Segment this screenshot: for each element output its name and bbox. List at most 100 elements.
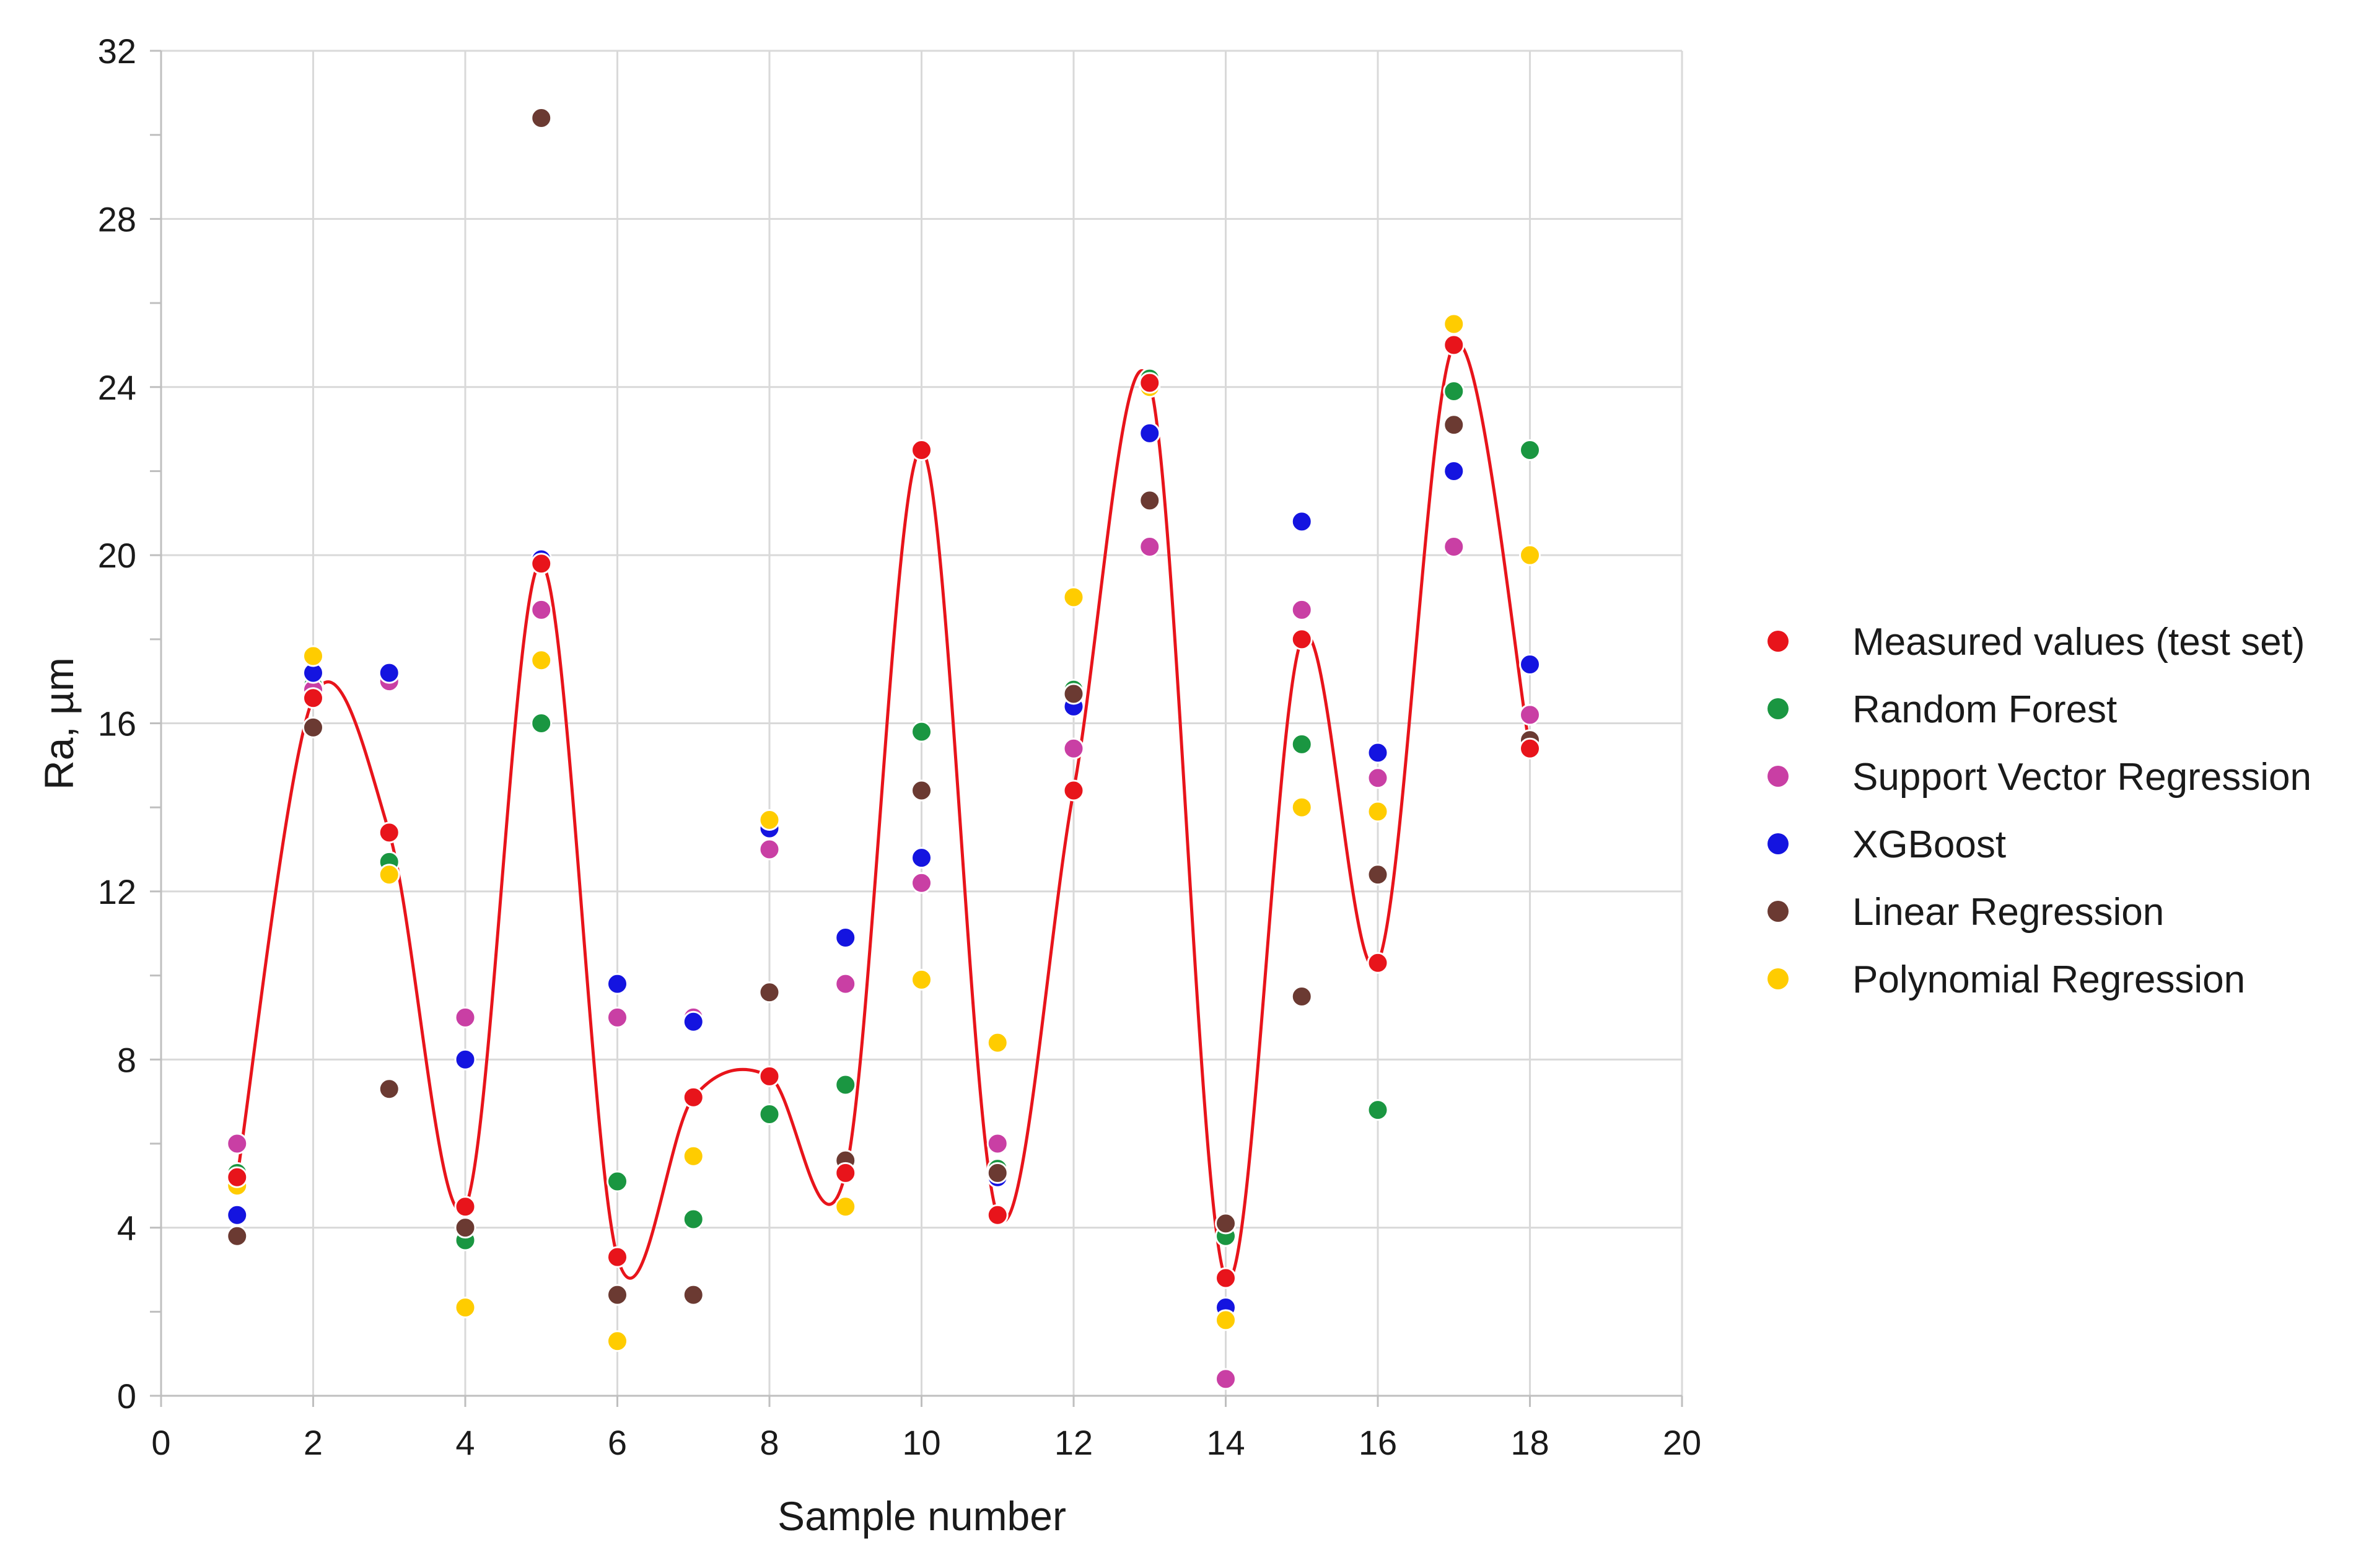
x-tick-label-4: 4 xyxy=(455,1423,475,1462)
point-support-vector-regression-5 xyxy=(530,598,553,621)
point-support-vector-regression-8 xyxy=(758,838,781,861)
x-tick-label-20: 20 xyxy=(1663,1423,1701,1462)
x-tick-label-0: 0 xyxy=(151,1423,170,1462)
y-tick-label-8: 8 xyxy=(117,1040,136,1079)
point-xgboost-15 xyxy=(1290,510,1313,533)
point-random-forest-9 xyxy=(834,1074,857,1096)
point-linear-regression-5 xyxy=(530,107,553,129)
x-axis-title: Sample number xyxy=(778,1493,1066,1539)
point-random-forest-18 xyxy=(1519,439,1541,462)
point-random-forest-17 xyxy=(1443,380,1465,403)
y-tick-label-16: 16 xyxy=(98,704,136,743)
point-measured-values-test-set-18 xyxy=(1519,737,1541,760)
measured-curve-layer xyxy=(235,341,1531,1282)
legend-label-xgboost: XGBoost xyxy=(1852,823,2006,866)
point-xgboost-1 xyxy=(226,1204,248,1226)
point-random-forest-10 xyxy=(911,720,932,743)
series-random-forest xyxy=(226,367,1541,1251)
axis-layer xyxy=(150,50,1683,1407)
point-linear-regression-14 xyxy=(1215,1212,1237,1235)
legend: Measured values (test set) Random Forest S… xyxy=(1767,621,2311,1001)
point-polynomial-regression-11 xyxy=(986,1031,1009,1054)
point-support-vector-regression-14 xyxy=(1215,1368,1237,1390)
x-tick-label-18: 18 xyxy=(1510,1423,1549,1462)
point-random-forest-6 xyxy=(607,1170,628,1193)
point-support-vector-regression-6 xyxy=(607,1006,628,1028)
y-tick-label-12: 12 xyxy=(98,872,136,911)
measured-values-curve xyxy=(235,341,1531,1282)
y-tick-label-0: 0 xyxy=(117,1377,136,1416)
x-tick-label-14: 14 xyxy=(1206,1423,1245,1462)
point-random-forest-7 xyxy=(682,1208,704,1230)
series-measured-values-test-set xyxy=(226,334,1541,1289)
point-measured-values-test-set-2 xyxy=(302,687,324,709)
legend-label-polynomial-regression: Polynomial Regression xyxy=(1852,958,2245,1001)
point-xgboost-4 xyxy=(454,1048,476,1071)
x-tick-label-6: 6 xyxy=(608,1423,627,1462)
y-tick-label-24: 24 xyxy=(98,368,136,407)
legend-marker-xgboost xyxy=(1767,833,1789,854)
legend-label-support-vector-regression: Support Vector Regression xyxy=(1852,756,2311,799)
point-support-vector-regression-1 xyxy=(226,1132,248,1155)
point-linear-regression-8 xyxy=(758,981,781,1004)
y-tick-label-28: 28 xyxy=(98,199,136,239)
point-polynomial-regression-12 xyxy=(1062,586,1085,608)
point-support-vector-regression-9 xyxy=(834,973,857,995)
point-measured-values-test-set-17 xyxy=(1443,334,1465,356)
point-random-forest-8 xyxy=(758,1103,781,1125)
point-polynomial-regression-2 xyxy=(302,645,324,667)
point-polynomial-regression-14 xyxy=(1215,1309,1237,1331)
point-measured-values-test-set-5 xyxy=(530,553,553,575)
x-tick-label-8: 8 xyxy=(760,1423,779,1462)
point-polynomial-regression-8 xyxy=(758,809,781,831)
point-polynomial-regression-18 xyxy=(1519,544,1541,566)
point-measured-values-test-set-3 xyxy=(378,821,400,844)
point-linear-regression-10 xyxy=(911,779,932,802)
point-support-vector-regression-17 xyxy=(1443,536,1465,558)
point-polynomial-regression-10 xyxy=(911,968,932,991)
point-support-vector-regression-13 xyxy=(1139,536,1161,558)
legend-label-random-forest: Random Forest xyxy=(1852,688,2117,731)
point-polynomial-regression-15 xyxy=(1290,796,1313,818)
point-linear-regression-12 xyxy=(1062,683,1085,705)
point-linear-regression-13 xyxy=(1139,489,1161,512)
point-measured-values-test-set-10 xyxy=(911,439,932,462)
point-linear-regression-17 xyxy=(1443,414,1465,436)
point-polynomial-regression-4 xyxy=(454,1297,476,1319)
x-tick-label-16: 16 xyxy=(1359,1423,1397,1462)
point-measured-values-test-set-11 xyxy=(986,1204,1009,1226)
legend-marker-random-forest xyxy=(1767,698,1789,719)
point-measured-values-test-set-12 xyxy=(1062,779,1085,802)
point-support-vector-regression-11 xyxy=(986,1132,1009,1155)
legend-marker-linear-regression xyxy=(1767,901,1789,922)
series-support-vector-regression xyxy=(226,536,1541,1390)
point-linear-regression-16 xyxy=(1367,864,1389,886)
point-support-vector-regression-12 xyxy=(1062,737,1085,760)
point-measured-values-test-set-13 xyxy=(1139,372,1161,394)
point-measured-values-test-set-9 xyxy=(834,1162,857,1184)
legend-label-linear-regression: Linear Regression xyxy=(1852,891,2164,934)
legend-label-measured-values-test-set: Measured values (test set) xyxy=(1852,621,2305,664)
point-measured-values-test-set-1 xyxy=(226,1166,248,1188)
point-random-forest-15 xyxy=(1290,733,1313,755)
point-random-forest-16 xyxy=(1367,1099,1389,1121)
point-support-vector-regression-15 xyxy=(1290,598,1313,621)
point-measured-values-test-set-14 xyxy=(1215,1267,1237,1289)
point-measured-values-test-set-7 xyxy=(682,1086,704,1108)
point-linear-regression-11 xyxy=(986,1162,1009,1184)
point-linear-regression-7 xyxy=(682,1284,704,1306)
point-polynomial-regression-3 xyxy=(378,864,400,886)
point-xgboost-13 xyxy=(1139,422,1161,444)
point-linear-regression-4 xyxy=(454,1217,476,1239)
point-xgboost-7 xyxy=(682,1010,704,1033)
point-xgboost-9 xyxy=(834,927,857,949)
point-linear-regression-15 xyxy=(1290,985,1313,1007)
point-random-forest-5 xyxy=(530,712,553,734)
point-xgboost-6 xyxy=(607,973,628,995)
legend-marker-polynomial-regression xyxy=(1767,968,1789,989)
point-linear-regression-2 xyxy=(302,716,324,738)
point-polynomial-regression-16 xyxy=(1367,800,1389,823)
y-tick-label-4: 4 xyxy=(117,1209,136,1248)
